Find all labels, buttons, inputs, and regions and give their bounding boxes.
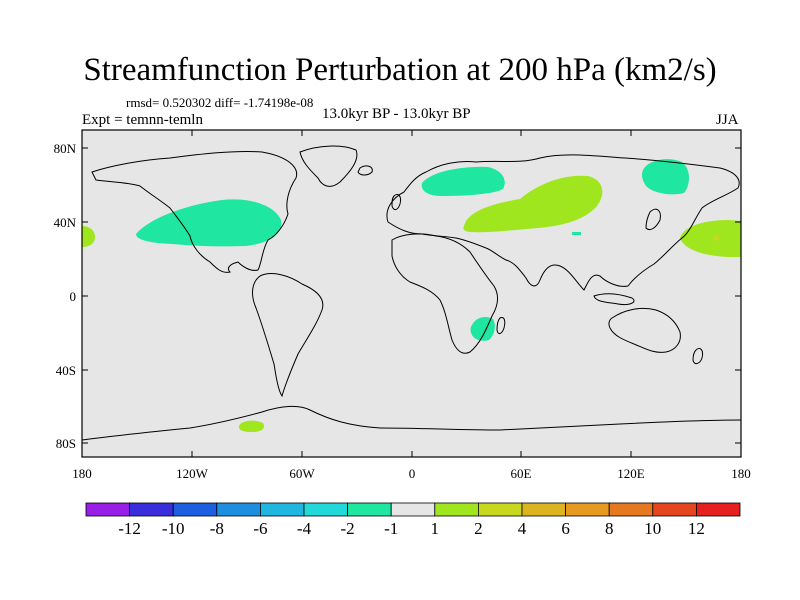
coast-south-america [252,273,324,398]
plot-title: Streamfunction Perturbation at 200 hPa (… [83,52,717,88]
colorbar-swatch [390,502,436,517]
colorbar-label: -4 [297,519,312,538]
colorbar-swatch [608,502,654,517]
lon-label-60e: 60E [511,466,532,481]
lon-label-120e: 120E [617,466,645,481]
coastlines [81,145,742,441]
anomaly-scandinavia [421,166,505,196]
colorbar-label: 8 [605,519,614,538]
anomaly-north-pacific [680,220,741,257]
lat-label-80n: 80N [54,141,77,156]
tick-marks [82,130,741,457]
colorbar-label: 1 [431,519,440,538]
coast-eurasia [386,154,740,291]
colorbar-labels: -12 -10 -8 -6 -4 -2 -1 1 2 4 6 8 10 12 [118,519,705,538]
colorbar-swatch [85,502,130,517]
colorbar-swatch [565,502,610,517]
coast-iceland [357,165,373,176]
colorbar-swatch [172,502,218,517]
coast-africa [391,233,499,354]
anomaly-north-pacific-core [713,235,719,241]
lat-label-eq: 0 [70,289,77,304]
coast-australia [608,307,681,353]
colorbar-label: -8 [210,519,224,538]
lon-label-180e: 180 [731,466,751,481]
anomaly-pacific-west-edge [82,226,95,247]
lat-label-80s: 80S [56,436,76,451]
colorbar-swatch [652,502,697,517]
colorbar-label: -12 [118,519,141,538]
experiment-line: Expt = temnn-temln [82,112,203,128]
colorbar-swatch [477,502,523,517]
colorbar-label: 10 [644,519,661,538]
anomaly-regions [82,159,741,432]
stats-line: rmsd= 0.520302 diff= -1.74198e-08 [126,95,314,110]
coast-indonesia [593,293,635,305]
anomaly-antarctic [238,420,264,432]
coast-britain [391,193,401,211]
coast-north-america [91,150,298,273]
colorbar-swatch [259,502,305,517]
colorbar-swatch [303,502,348,517]
colorbar-label: 6 [561,519,570,538]
colorbar-swatch [696,502,741,517]
coast-madagascar [496,317,506,335]
map-background [82,130,741,457]
season-label: JJA [716,112,739,128]
coast-japan [645,208,661,231]
period-subtitle: 13.0kyr BP - 13.0kyr BP [322,106,471,122]
coast-antarctica [81,405,742,441]
colorbar-swatch [129,502,174,517]
colorbar-swatch [434,502,479,517]
colorbar-label: 12 [688,519,705,538]
anomaly-tibet-small [572,232,581,235]
colorbar-swatch [216,502,261,517]
lon-label-180w: 180 [72,466,92,481]
colorbar [85,502,741,517]
lat-label-40n: 40N [54,215,77,230]
lon-label-120w: 120W [176,466,209,481]
colorbar-label: 4 [518,519,527,538]
colorbar-label: 2 [474,519,483,538]
lat-label-40s: 40S [56,363,76,378]
colorbar-swatch [347,502,392,517]
anomaly-east-siberia [642,159,689,195]
colorbar-label: -1 [384,519,398,538]
colorbar-label: -10 [162,519,185,538]
colorbar-swatch [521,502,566,517]
anomaly-central-asia [463,175,603,233]
lon-label-60w: 60W [289,466,315,481]
colorbar-label: -6 [253,519,267,538]
anomaly-north-america [136,199,282,247]
coast-greenland [299,145,358,187]
coast-new-zealand [692,347,703,365]
lon-label-0: 0 [409,466,416,481]
colorbar-label: -2 [341,519,355,538]
